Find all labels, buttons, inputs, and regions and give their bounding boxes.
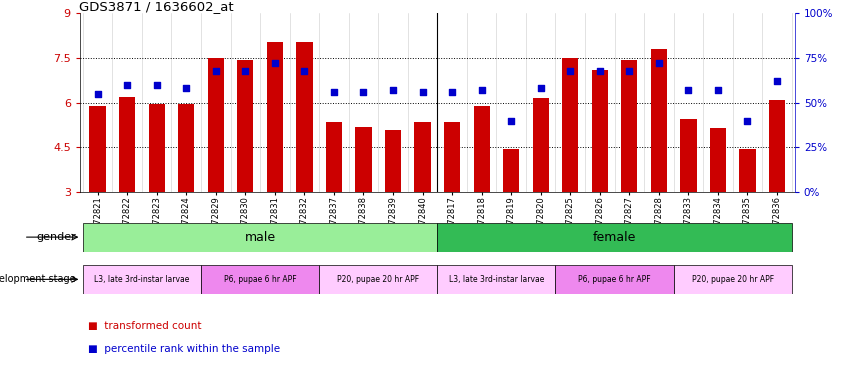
Bar bbox=[437, 223, 791, 252]
Bar bbox=[562, 58, 579, 192]
Bar bbox=[555, 265, 674, 294]
Bar bbox=[415, 122, 431, 192]
Bar bbox=[83, 223, 437, 252]
Point bbox=[298, 68, 311, 74]
Point bbox=[239, 68, 252, 74]
Bar bbox=[325, 122, 342, 192]
Point bbox=[357, 89, 370, 95]
Text: GDS3871 / 1636602_at: GDS3871 / 1636602_at bbox=[79, 0, 234, 13]
Bar bbox=[651, 49, 667, 192]
Point bbox=[120, 82, 134, 88]
Text: development stage: development stage bbox=[0, 274, 76, 285]
Bar bbox=[356, 126, 372, 192]
Bar bbox=[769, 100, 785, 192]
Bar bbox=[296, 42, 313, 192]
Bar bbox=[503, 149, 519, 192]
Bar bbox=[119, 97, 135, 192]
Bar bbox=[680, 119, 696, 192]
Text: L3, late 3rd-instar larvae: L3, late 3rd-instar larvae bbox=[94, 275, 189, 284]
Point bbox=[563, 68, 577, 74]
Point bbox=[415, 89, 429, 95]
Text: male: male bbox=[245, 231, 276, 243]
Bar bbox=[89, 106, 106, 192]
Bar bbox=[739, 149, 755, 192]
Point bbox=[209, 68, 223, 74]
Point bbox=[682, 87, 696, 93]
Bar bbox=[674, 265, 791, 294]
Bar bbox=[208, 58, 224, 192]
Point bbox=[741, 118, 754, 124]
Point bbox=[91, 91, 104, 97]
Point bbox=[652, 60, 665, 66]
Text: ■  transformed count: ■ transformed count bbox=[88, 321, 202, 331]
Bar bbox=[710, 128, 726, 192]
Text: female: female bbox=[593, 231, 637, 243]
Text: P20, pupae 20 hr APF: P20, pupae 20 hr APF bbox=[337, 275, 420, 284]
Bar bbox=[592, 70, 608, 192]
Bar bbox=[473, 106, 489, 192]
Point bbox=[386, 87, 399, 93]
Bar bbox=[237, 60, 253, 192]
Point bbox=[475, 87, 489, 93]
Bar bbox=[149, 104, 165, 192]
Text: P6, pupae 6 hr APF: P6, pupae 6 hr APF bbox=[224, 275, 296, 284]
Bar bbox=[385, 129, 401, 192]
Point bbox=[770, 78, 784, 84]
Text: P20, pupae 20 hr APF: P20, pupae 20 hr APF bbox=[691, 275, 774, 284]
Point bbox=[534, 85, 547, 91]
Point bbox=[622, 68, 636, 74]
Point bbox=[150, 82, 163, 88]
Bar bbox=[83, 265, 201, 294]
Bar bbox=[201, 265, 320, 294]
Point bbox=[446, 89, 459, 95]
Bar bbox=[178, 104, 194, 192]
Bar bbox=[267, 42, 283, 192]
Point bbox=[711, 87, 725, 93]
Bar bbox=[320, 265, 437, 294]
Point bbox=[179, 85, 193, 91]
Bar bbox=[621, 60, 637, 192]
Text: ■  percentile rank within the sample: ■ percentile rank within the sample bbox=[88, 344, 280, 354]
Point bbox=[593, 68, 606, 74]
Text: L3, late 3rd-instar larvae: L3, late 3rd-instar larvae bbox=[449, 275, 544, 284]
Bar bbox=[437, 265, 555, 294]
Text: P6, pupae 6 hr APF: P6, pupae 6 hr APF bbox=[579, 275, 651, 284]
Point bbox=[327, 89, 341, 95]
Text: gender: gender bbox=[36, 232, 76, 242]
Point bbox=[268, 60, 282, 66]
Bar bbox=[532, 98, 549, 192]
Point bbox=[505, 118, 518, 124]
Bar bbox=[444, 122, 460, 192]
